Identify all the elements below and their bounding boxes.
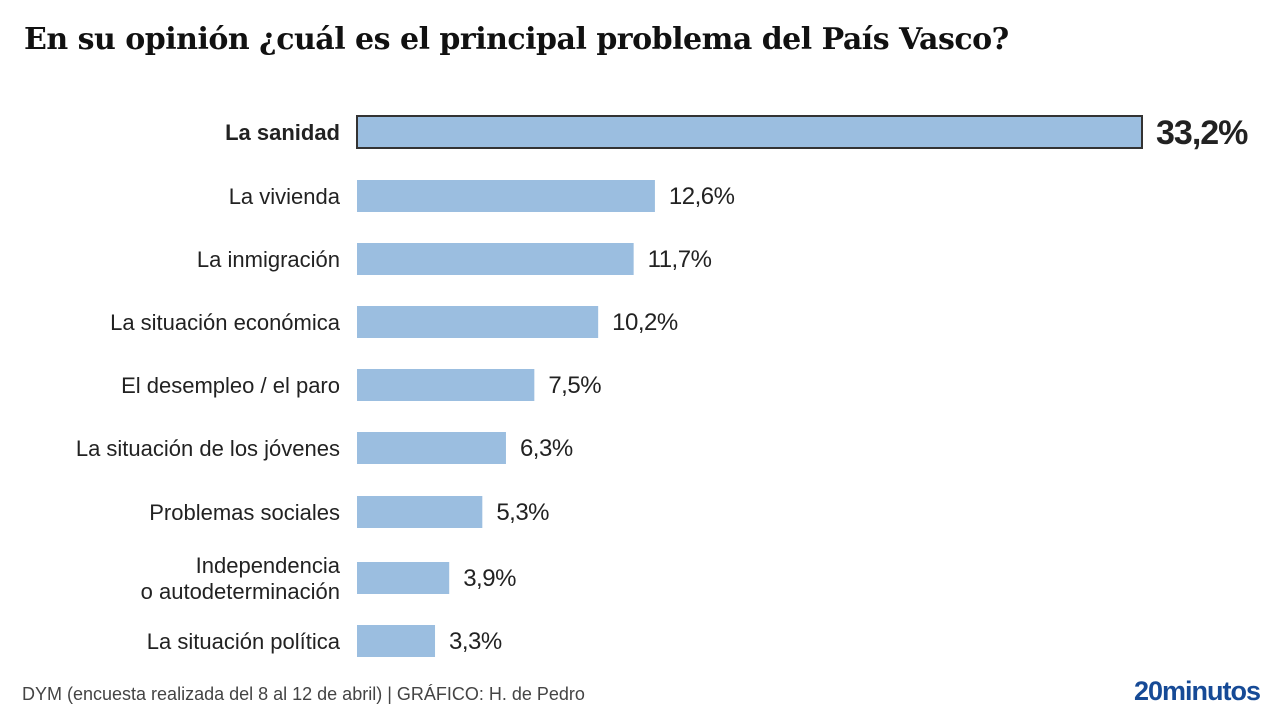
value-label: 6,3%	[520, 435, 573, 462]
value-label: 10,2%	[612, 309, 678, 336]
value-label: 5,3%	[496, 499, 549, 526]
category-label: La situación de los jóvenes	[76, 436, 340, 461]
bar	[357, 306, 599, 338]
chart-title: En su opinión ¿cuál es el principal prob…	[24, 22, 1009, 57]
bar	[357, 625, 436, 657]
category-label: La situación económica	[110, 310, 341, 335]
category-label: El desempleo / el paro	[121, 373, 340, 398]
category-label: La sanidad	[225, 120, 340, 145]
value-label: 11,7%	[648, 246, 712, 273]
value-label: 12,6%	[669, 183, 735, 210]
value-label: 33,2%	[1156, 114, 1248, 152]
bar	[357, 562, 450, 594]
bar	[357, 180, 655, 212]
brand-logo: 20minutos	[1133, 676, 1261, 706]
value-label: 7,5%	[548, 372, 601, 399]
category-label: o autodeterminación	[141, 579, 340, 604]
value-label: 3,3%	[449, 628, 502, 655]
bar	[357, 496, 483, 528]
category-label: La situación política	[147, 629, 341, 654]
bar	[357, 432, 506, 464]
category-label: La vivienda	[229, 184, 341, 209]
bar	[357, 243, 634, 275]
source-note: DYM (encuesta realizada del 8 al 12 de a…	[22, 684, 585, 704]
category-label: La inmigración	[197, 247, 340, 272]
bar	[356, 115, 1143, 149]
category-label: Independencia	[196, 553, 341, 578]
bar	[357, 369, 535, 401]
value-label: 3,9%	[463, 565, 516, 592]
category-label: Problemas sociales	[149, 500, 340, 525]
